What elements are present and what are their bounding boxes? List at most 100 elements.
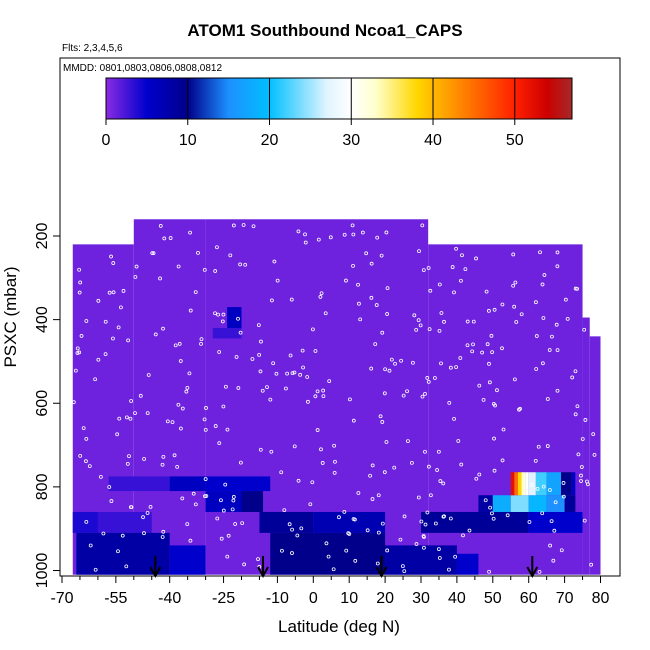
sample-point — [258, 369, 263, 374]
sample-point — [487, 380, 492, 385]
sample-point — [238, 262, 242, 267]
heatmap-cell — [212, 327, 242, 339]
sample-point — [495, 388, 499, 393]
y-tick-label: 400 — [34, 306, 51, 333]
sample-point — [75, 351, 80, 355]
colorbar-tick-label: 0 — [102, 132, 111, 149]
sample-point — [559, 548, 564, 553]
x-axis: -70 -55 -40 -25 -10 0 10 20 30 40 50 60 70 80 — [50, 576, 610, 607]
sample-point — [448, 365, 453, 370]
sample-point — [555, 348, 560, 353]
sample-point — [73, 368, 78, 373]
sample-point — [107, 485, 112, 489]
sample-point — [442, 319, 446, 324]
sample-point — [378, 414, 383, 419]
colorbar-tick-label: 30 — [342, 132, 360, 149]
sample-point — [406, 439, 410, 444]
sample-point — [225, 427, 230, 432]
sample-point — [79, 334, 84, 338]
sample-point — [530, 482, 535, 487]
heatmap-cell — [535, 472, 547, 496]
sample-point — [279, 470, 284, 475]
sample-point — [332, 470, 337, 475]
sample-point — [213, 311, 217, 316]
sample-point — [158, 276, 162, 281]
sample-point — [124, 564, 129, 569]
sample-point — [573, 286, 578, 291]
sample-point — [103, 352, 108, 356]
sample-point — [241, 223, 246, 227]
heatmap-cell — [492, 495, 511, 512]
sample-point — [416, 495, 421, 500]
sample-point — [538, 250, 542, 255]
heatmap-coverage-cell — [589, 336, 601, 575]
sample-point — [337, 515, 341, 520]
sample-point — [125, 462, 130, 466]
sample-point — [321, 394, 326, 399]
sample-point — [133, 411, 137, 415]
sample-point — [170, 420, 175, 424]
sample-point — [414, 542, 419, 546]
sample-point — [220, 319, 225, 324]
sample-point — [373, 342, 378, 347]
sample-point — [379, 253, 384, 258]
sample-point — [180, 406, 185, 411]
sample-point — [480, 350, 485, 355]
sample-point — [545, 397, 550, 401]
heatmap-cell — [108, 476, 170, 492]
sample-point — [199, 341, 203, 346]
sample-point — [243, 262, 248, 267]
heatmap-cell — [510, 495, 529, 512]
sample-point — [439, 361, 443, 366]
sample-point — [583, 418, 588, 422]
sample-point — [121, 289, 126, 293]
sample-point — [202, 267, 207, 272]
heatmap-cell — [561, 472, 572, 496]
sample-point — [492, 307, 497, 312]
sample-point — [400, 564, 405, 569]
sample-point — [310, 480, 315, 485]
sample-point — [138, 393, 143, 398]
sample-point — [465, 319, 470, 324]
sample-point — [158, 224, 163, 228]
sample-point — [193, 290, 198, 295]
sample-point — [416, 318, 421, 323]
sample-point — [178, 359, 183, 363]
sample-point — [81, 426, 86, 430]
y-tick-label: 200 — [34, 223, 51, 250]
sample-point — [548, 488, 552, 492]
sample-point — [437, 328, 442, 333]
sample-point — [165, 419, 170, 424]
sample-point — [385, 312, 390, 316]
sample-point — [162, 236, 167, 241]
sample-point — [505, 513, 510, 518]
sample-point — [423, 391, 427, 396]
sample-point — [315, 389, 320, 394]
sample-point — [116, 325, 121, 330]
sample-point — [512, 304, 517, 309]
colorbar-tick-label: 40 — [424, 132, 442, 149]
sample-point — [111, 261, 116, 265]
sample-point — [541, 484, 546, 489]
sample-point — [380, 521, 385, 526]
sample-point — [161, 529, 166, 534]
sample-point — [231, 223, 236, 228]
sample-point — [256, 557, 260, 562]
heatmap-cell — [421, 511, 529, 533]
sample-point — [385, 548, 390, 553]
x-tick-label: 60 — [520, 590, 538, 607]
sample-point — [280, 548, 284, 553]
sample-point — [398, 537, 403, 542]
sample-point — [96, 357, 101, 362]
sample-point — [193, 502, 198, 507]
heatmap-cell — [546, 472, 562, 496]
sample-point — [151, 251, 156, 256]
sample-point — [463, 267, 468, 272]
sample-point — [103, 319, 108, 324]
sample-point — [405, 389, 409, 394]
sample-point — [474, 256, 478, 261]
sample-point — [84, 436, 89, 441]
sample-point — [342, 509, 347, 514]
sample-point — [292, 444, 297, 449]
sample-point — [360, 230, 365, 235]
